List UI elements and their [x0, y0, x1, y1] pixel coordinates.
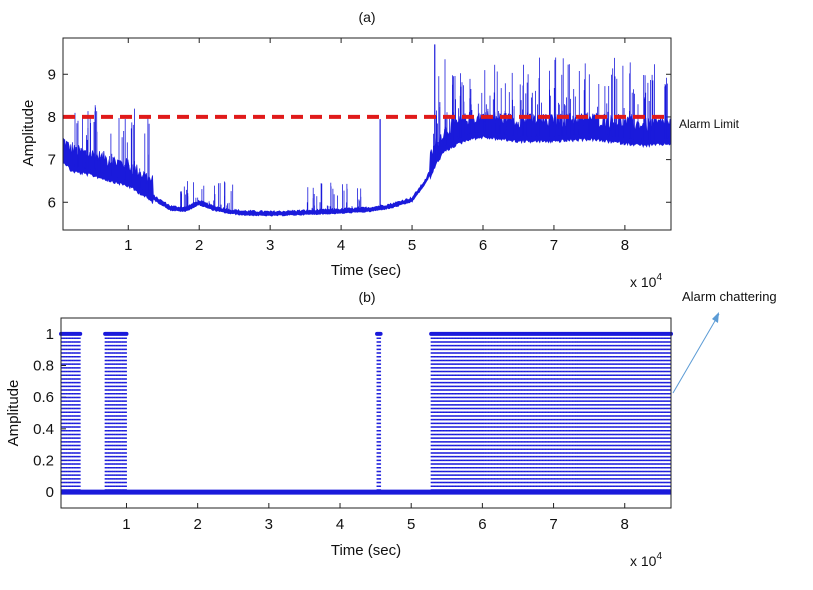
x-tick-label: 6	[478, 516, 486, 533]
panel-b-tick-labels: 1 2 3 4 5 6 7 8 0 0.2 0.4 0.6 0.8 1	[33, 326, 629, 533]
x-tick-label: 4	[337, 237, 345, 254]
x-tick-label: 4	[336, 516, 344, 533]
panel-b-y-label: Amplitude	[5, 380, 22, 447]
y-tick-label: 6	[48, 194, 56, 211]
y-tick-label: 0.8	[33, 358, 54, 375]
panel-a: (a) 1 2 3 4 5 6 7 8 6 7 8 9 Time (sec) Amplitude x …	[20, 9, 740, 290]
panel-a-x-multiplier: x 104	[630, 272, 662, 290]
x-tick-label: 5	[407, 516, 415, 533]
y-tick-label: 8	[48, 109, 56, 126]
panel-a-x-label: Time (sec)	[331, 262, 401, 279]
y-tick-label: 0.2	[33, 453, 54, 470]
x-tick-label: 6	[479, 237, 487, 254]
alarm-chattering-label: Alarm chattering	[682, 289, 777, 304]
x-tick-label: 3	[265, 516, 273, 533]
panel-b-axes-frame	[60, 317, 672, 509]
panel-a-tick-labels: 1 2 3 4 5 6 7 8 6 7 8 9	[48, 38, 671, 254]
x-tick-label: 1	[122, 516, 130, 533]
panel-a-plot-area	[62, 44, 672, 217]
panel-a-axes-frame	[62, 37, 672, 231]
x-tick-label: 7	[549, 516, 557, 533]
x-tick-label: 7	[550, 237, 558, 254]
panel-b-x-label: Time (sec)	[331, 542, 401, 559]
amplitude-band	[62, 111, 672, 217]
y-tick-label: 1	[46, 326, 54, 343]
alarm-chattering-arrowhead	[712, 312, 719, 323]
x-tick-label: 2	[195, 237, 203, 254]
y-tick-label: 9	[48, 66, 56, 83]
y-tick-label: 0.4	[33, 421, 54, 438]
panel-a-y-label: Amplitude	[20, 100, 37, 167]
panel-a-title: (a)	[358, 9, 375, 25]
y-tick-label: 7	[48, 152, 56, 169]
x-tick-label: 5	[408, 237, 416, 254]
panel-b: (b) 1 2 3 4 5 6 7 8 0 0.2 0.4 0.6 0.8 1 Time (sec) Am…	[5, 289, 777, 569]
panel-b-x-multiplier: x 104	[630, 551, 662, 569]
x-tick-label: 8	[621, 237, 629, 254]
y-tick-label: 0	[46, 484, 54, 501]
x-tick-label: 2	[193, 516, 201, 533]
panel-b-plot-area	[59, 331, 673, 495]
panel-b-title: (b)	[358, 289, 375, 305]
alarm-limit-label: Alarm Limit	[679, 117, 740, 131]
alarm-chattering-arrow	[672, 313, 720, 394]
y-tick-label: 0.6	[33, 389, 54, 406]
x-tick-label: 1	[124, 237, 132, 254]
x-tick-label: 8	[621, 516, 629, 533]
x-tick-label: 3	[266, 237, 274, 254]
